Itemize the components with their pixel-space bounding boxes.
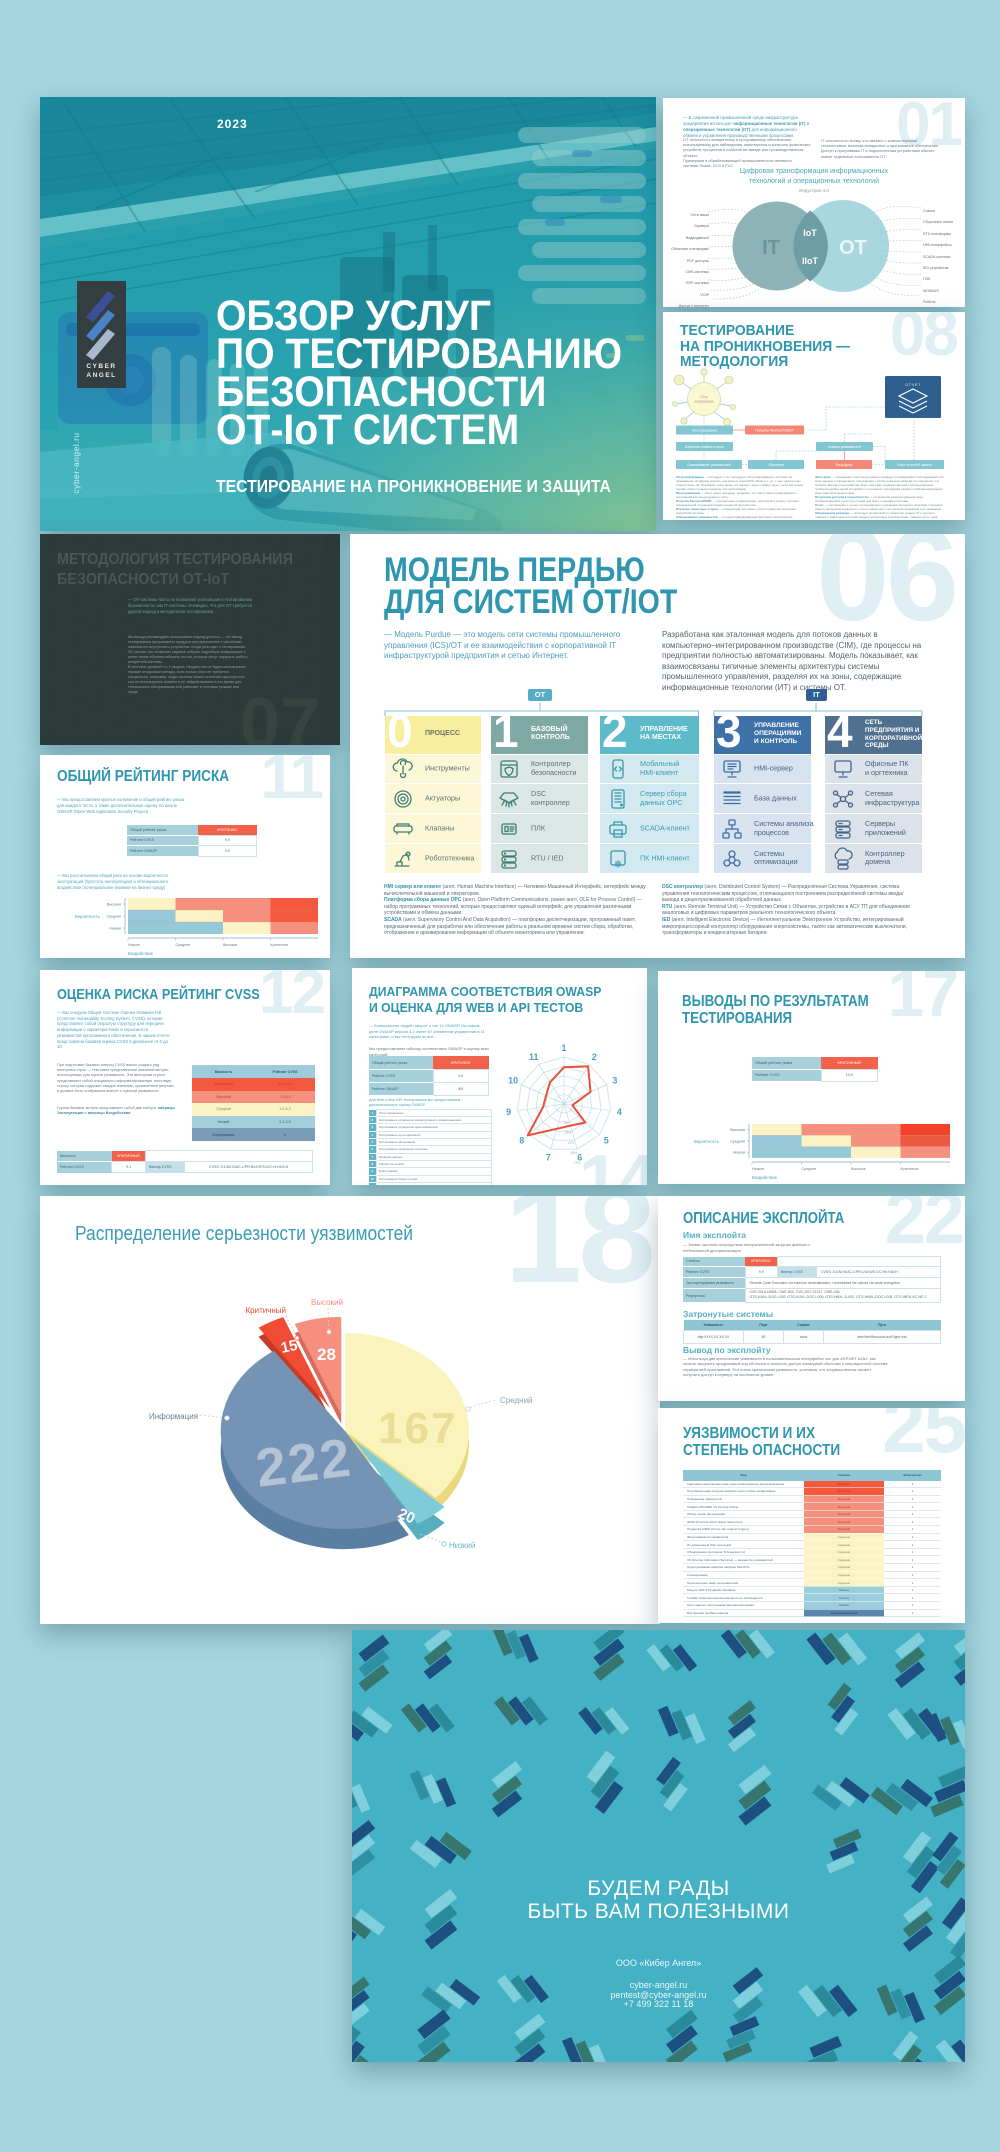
svg-text:Фаза отчетной записи: Фаза отчетной записи	[897, 463, 932, 467]
svg-text:Высокое: Высокое	[223, 943, 237, 947]
svg-text:Воздействие: Воздействие	[752, 1175, 778, 1180]
svg-text:Низкая: Низкая	[733, 1151, 745, 1155]
svg-text:7: 7	[546, 1153, 551, 1163]
svg-text:Низкое: Низкое	[128, 943, 140, 947]
svg-text:58%: 58%	[571, 1151, 578, 1155]
svg-text:4: 4	[617, 1107, 622, 1117]
svg-text:20: 20	[395, 1505, 417, 1527]
svg-text:Низкий: Низкий	[449, 1541, 475, 1550]
svg-text:Средний: Средний	[500, 1396, 533, 1405]
svg-text:Фазз-фаза: Фазз-фаза	[836, 463, 853, 467]
svg-text:3: 3	[612, 1076, 617, 1086]
svg-text:Средняя: Средняя	[730, 1139, 745, 1143]
svg-text:Вероятность: Вероятность	[694, 1139, 720, 1144]
svg-text:Высокая: Высокая	[107, 903, 121, 907]
svg-text:8: 8	[519, 1136, 524, 1146]
svg-text:Среднее: Среднее	[802, 1167, 817, 1171]
svg-text:5: 5	[604, 1136, 609, 1146]
svg-text:IoT: IoT	[803, 228, 817, 238]
svg-text:Вероятность: Вероятность	[75, 914, 101, 919]
svg-text:75%: 75%	[574, 1161, 581, 1165]
svg-text:6: 6	[577, 1153, 582, 1163]
svg-text:Критичный: Критичный	[245, 1306, 286, 1315]
svg-text:Попытка Пентест/OSINT: Попытка Пентест/OSINT	[755, 429, 794, 433]
svg-text:Низкое: Низкое	[752, 1167, 764, 1171]
svg-text:42%: 42%	[568, 1141, 575, 1145]
svg-text:25%: 25%	[565, 1131, 572, 1135]
svg-text:28: 28	[317, 1345, 336, 1364]
svg-text:Критичное: Критичное	[271, 943, 289, 947]
svg-text:информации: информации	[694, 400, 713, 404]
svg-text:10: 10	[508, 1076, 518, 1086]
svg-text:15: 15	[279, 1337, 299, 1357]
svg-text:Изучение слабых сторон: Изучение слабых сторон	[685, 445, 724, 449]
svg-text:Среднее: Среднее	[176, 943, 191, 947]
svg-text:ОТЧЕТ: ОТЧЕТ	[905, 382, 921, 387]
svg-text:Высокий: Высокий	[311, 1298, 343, 1307]
svg-text:IIoT: IIoT	[802, 256, 818, 266]
svg-text:07: 07	[240, 684, 320, 745]
svg-text:Сбор: Сбор	[700, 395, 708, 399]
svg-text:167: 167	[378, 1404, 457, 1453]
svg-text:Низкая: Низкая	[109, 927, 121, 931]
svg-text:Сканирование уязвимостей: Сканирование уязвимостей	[687, 463, 731, 467]
svg-text:222: 222	[253, 1428, 356, 1499]
svg-text:1: 1	[561, 1043, 566, 1053]
svg-text:IT: IT	[762, 237, 780, 259]
svg-text:Воздействие: Воздействие	[128, 951, 154, 956]
svg-text:Критичное: Критичное	[901, 1167, 919, 1171]
svg-text:Анализ уязвимостей: Анализ уязвимостей	[828, 445, 860, 449]
svg-text:Обучение: Обучение	[768, 463, 784, 467]
svg-text:2: 2	[592, 1052, 597, 1062]
svg-text:11: 11	[529, 1052, 539, 1062]
svg-text:8%: 8%	[564, 1121, 569, 1125]
svg-text:Информация: Информация	[149, 1412, 198, 1421]
svg-text:9: 9	[506, 1107, 511, 1117]
svg-text:Средняя: Средняя	[107, 915, 122, 919]
svg-text:Высокое: Высокое	[851, 1167, 866, 1171]
svg-text:Прослушивание: Прослушивание	[692, 429, 718, 433]
svg-text:Высокая: Высокая	[730, 1128, 745, 1132]
svg-text:OT: OT	[839, 237, 867, 259]
